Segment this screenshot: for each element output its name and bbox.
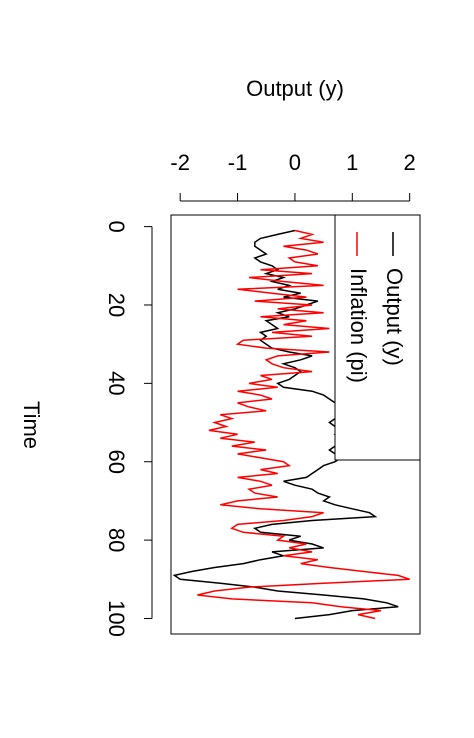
x-tick-label: 0	[104, 220, 129, 232]
x-tick-label: 80	[104, 528, 129, 552]
legend-box	[334, 214, 421, 461]
x-axis-label: Time	[19, 401, 44, 449]
y-tick-label: 1	[346, 150, 358, 175]
legend-label: Inflation (pi)	[346, 268, 371, 383]
y-tick-label: -1	[228, 150, 248, 175]
y-axis-label: Output (y)	[246, 76, 344, 101]
series-line	[197, 229, 410, 620]
x-tick-label: 100	[104, 600, 129, 637]
x-tick-label: 20	[104, 293, 129, 317]
x-tick-label: 60	[104, 449, 129, 473]
x-tick-label: 40	[104, 371, 129, 395]
y-tick-label: -2	[170, 150, 190, 175]
plot-area	[172, 229, 410, 620]
legend-label: Output (y)	[382, 268, 407, 366]
y-tick-label: 2	[404, 150, 416, 175]
y-tick-label: 0	[289, 150, 301, 175]
